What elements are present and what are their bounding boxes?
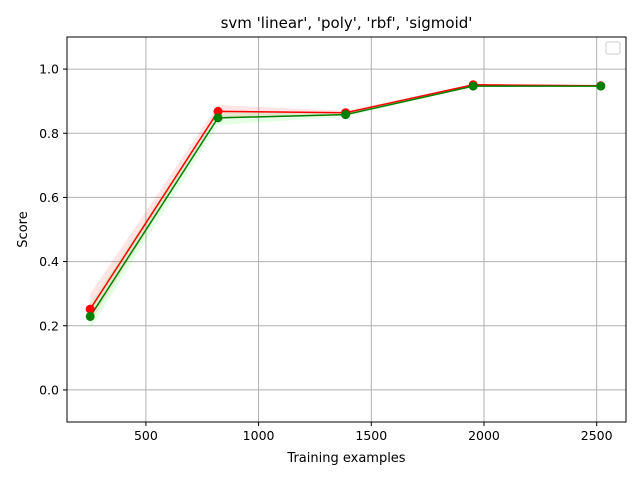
data-point-series-2: [213, 113, 223, 123]
x-tick-label: 2500: [581, 428, 613, 443]
y-tick-label: 0.2: [39, 318, 59, 333]
data-point-series-2: [341, 110, 351, 120]
y-tick-label: 0.0: [39, 382, 59, 397]
y-axis-label: Score: [16, 211, 31, 247]
plot-frame: [66, 36, 627, 423]
series-points: [85, 80, 606, 321]
x-tick-label: 1500: [355, 428, 387, 443]
x-axis-ticks: 500 1000 1500 2000 2500: [134, 422, 613, 443]
y-tick-label: 0.8: [39, 126, 59, 141]
x-axis-label: Training examples: [286, 451, 405, 466]
grid: [67, 37, 626, 422]
chart-title: svm 'linear', 'poly', 'rbf', 'sigmoid': [221, 14, 473, 32]
data-point-series-2: [85, 311, 95, 321]
x-tick-label: 2000: [468, 428, 500, 443]
data-point-series-2: [596, 81, 606, 91]
legend-box: [605, 41, 621, 55]
y-tick-label: 0.4: [39, 254, 59, 269]
data-point-series-2: [468, 81, 478, 91]
y-tick-label: 0.6: [39, 190, 59, 205]
x-tick-label: 1000: [243, 428, 275, 443]
data-point-series-1: [213, 106, 223, 116]
data-point-series-1: [85, 304, 95, 314]
y-axis-ticks: 0.0 0.2 0.4 0.6 0.8 1.0: [39, 62, 67, 397]
x-tick-label: 500: [134, 428, 158, 443]
y-tick-label: 1.0: [39, 62, 59, 77]
